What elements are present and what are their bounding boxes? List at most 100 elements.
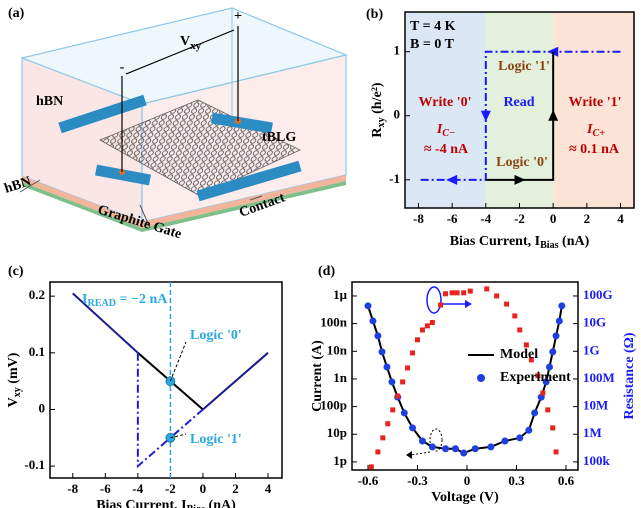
x-tick-label: 0.6	[558, 473, 575, 488]
data-point	[380, 435, 385, 440]
x-tick-label: -6	[100, 481, 111, 496]
data-point	[558, 302, 565, 309]
y2-tick-label: 10M	[583, 398, 608, 413]
x-tick-label: -0.3	[407, 473, 428, 488]
y-tick-label: 10p	[327, 425, 347, 440]
y-axis-label: Rxy (h/e²)	[370, 82, 387, 137]
leader	[170, 342, 186, 381]
data-point	[419, 438, 426, 445]
y-tick-label: 0.2	[29, 287, 45, 302]
data-point	[554, 449, 559, 454]
data-point	[516, 434, 523, 441]
annotation: Logic '0'	[496, 155, 548, 170]
data-point	[429, 443, 436, 450]
data-point	[385, 421, 390, 426]
x-axis-label: Bias Current, IBias (nA)	[96, 498, 236, 508]
data-point	[425, 323, 430, 328]
y-tick-label: 0	[394, 107, 401, 122]
y-axis-label: Current (A)	[310, 340, 325, 412]
x-axis-label: Bias Current, IBias (nA)	[450, 234, 590, 251]
minus-label: -	[120, 60, 125, 75]
data-point	[512, 313, 517, 318]
data-point	[438, 303, 443, 308]
x-tick-label: -6	[447, 211, 458, 226]
data-point	[556, 317, 563, 324]
annotation: Logic '1'	[190, 432, 242, 447]
label-part: V	[6, 397, 21, 407]
data-point	[395, 394, 400, 399]
data-point	[442, 445, 449, 452]
x-tick-label: 4	[265, 481, 272, 496]
panel-label: (d)	[318, 264, 335, 279]
y2-tick-label: 100M	[583, 370, 615, 385]
x-tick-label: -2	[165, 481, 176, 496]
data-point	[365, 302, 372, 309]
label-part: Bias	[187, 504, 206, 508]
layer-label: tBLG	[262, 130, 296, 145]
x-tick-label: -0.6	[358, 473, 379, 488]
label-part: xy	[376, 117, 387, 127]
x-tick-label: -8	[413, 211, 424, 226]
data-point	[531, 409, 538, 416]
data-point	[415, 337, 420, 342]
data-point	[379, 348, 386, 355]
y-tick-label: 1p	[333, 453, 347, 468]
data-point	[549, 348, 556, 355]
figure: (a) Vxy + - hBN tBLG hBN Graphite Gate C…	[0, 0, 641, 508]
y2-axis-label: Resistance (Ω)	[622, 332, 637, 419]
callout-arrow	[410, 452, 430, 455]
x-tick-label: -8	[67, 481, 78, 496]
data-point	[545, 407, 550, 412]
annotation: Logic '0'	[190, 328, 242, 343]
plus-label: +	[234, 9, 242, 24]
annotation: ≈ 0.1 nA	[569, 142, 620, 157]
data-point	[390, 407, 395, 412]
y2-tick-label: 100G	[583, 287, 613, 302]
series-line	[203, 353, 268, 410]
callout-arrow-head	[406, 451, 412, 459]
legend-label: Model	[500, 347, 538, 362]
data-point	[369, 464, 374, 469]
panel-label: (a)	[8, 6, 25, 21]
label-part: Bias Current, I	[96, 498, 186, 508]
data-point	[400, 379, 405, 384]
y-tick-label: 0	[39, 400, 46, 415]
label-part: C−	[442, 128, 455, 139]
label-part: (mV)	[6, 352, 21, 387]
label-part: V	[180, 34, 190, 49]
data-point	[452, 445, 459, 452]
data-point	[374, 332, 381, 339]
data-point	[461, 290, 466, 295]
x-tick-label: -2	[514, 211, 525, 226]
y2-tick-label: 100k	[583, 453, 611, 468]
label-part: = −2 nA	[116, 292, 168, 307]
annotation: IREAD = −2 nA	[82, 292, 168, 309]
data-point	[504, 302, 509, 307]
annotation: T = 4 K	[410, 19, 456, 34]
data-point	[472, 445, 479, 452]
y-tick-label: -0.1	[24, 457, 45, 472]
x-tick-label: 4	[617, 211, 624, 226]
data-point	[501, 438, 508, 445]
panel-label: (b)	[366, 7, 383, 22]
x-tick-label: -4	[132, 481, 143, 496]
data-point	[405, 365, 410, 370]
series-line	[138, 353, 203, 466]
y-tick-label: 0.1	[29, 344, 45, 359]
data-point	[430, 320, 435, 325]
legend-swatch	[477, 374, 485, 382]
legend-label: Experiment	[500, 370, 571, 385]
annotation: B = 0 T	[410, 37, 455, 52]
data-point	[383, 364, 390, 371]
annotation: Logic '1'	[498, 59, 550, 74]
data-point	[460, 450, 467, 457]
data-point	[375, 449, 380, 454]
data-point	[450, 290, 455, 295]
label-part: (h/e²)	[370, 82, 385, 117]
x-tick-label: 2	[584, 211, 591, 226]
label-part: Bias Current, I	[450, 234, 540, 249]
data-point	[484, 286, 489, 291]
y-tick-label: 1μ	[333, 287, 348, 302]
callout-arrow-head	[465, 300, 472, 308]
label-part: xy	[190, 40, 202, 52]
